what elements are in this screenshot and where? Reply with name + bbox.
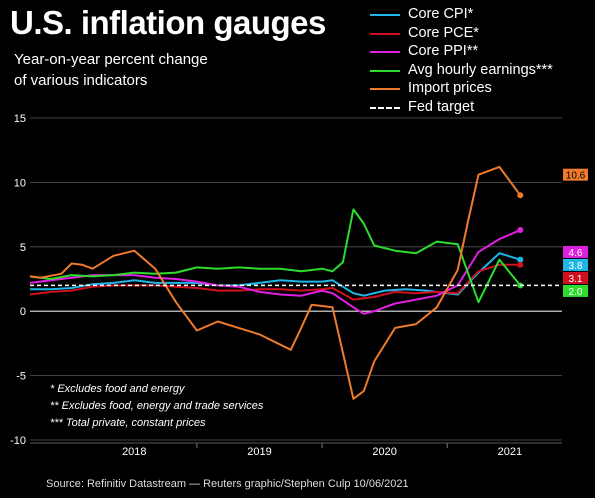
y-tick-label: 0 xyxy=(20,306,26,318)
legend-item-4: Import prices xyxy=(370,79,553,98)
chart-legend: Core CPI* Core PCE* Core PPI** Avg hourly e… xyxy=(370,5,553,116)
end-label-box xyxy=(563,168,588,181)
series-end-dot-4 xyxy=(517,192,524,199)
legend-swatch xyxy=(370,32,400,35)
legend-label: Import prices xyxy=(408,80,492,96)
end-label-1: 3.1 xyxy=(563,271,588,285)
series-line-4 xyxy=(29,165,522,400)
subtitle-line-1: Year-on-year percent change xyxy=(14,51,208,68)
legend-swatch xyxy=(370,51,400,53)
x-tick-label: 2018 xyxy=(122,446,146,458)
end-label-box xyxy=(563,271,588,284)
legend-item-1: Core PCE* xyxy=(370,24,553,43)
legend-label: Core CPI* xyxy=(408,6,474,22)
legend-swatch xyxy=(370,106,400,109)
end-label-0: 3.8 xyxy=(563,258,588,272)
legend-item-0: Core CPI* xyxy=(370,5,553,24)
legend-label: Avg hourly earnings*** xyxy=(408,61,553,78)
x-tick-label: 2020 xyxy=(372,446,396,458)
chart-title: U.S. inflation gauges xyxy=(10,4,326,41)
series-end-dot-2 xyxy=(517,227,524,234)
end-label-box xyxy=(563,258,588,271)
legend-item-2: Core PPI** xyxy=(370,42,553,61)
end-label-text: 3.8 xyxy=(569,261,583,272)
legend-swatch xyxy=(370,88,400,90)
chart-subtitle: Year-on-year percent change of various i… xyxy=(14,49,264,91)
end-label-3: 2.0 xyxy=(563,284,588,298)
legend-swatch xyxy=(370,14,400,16)
subtitle-line-2: of various indicators xyxy=(14,72,148,89)
series-line-3 xyxy=(29,208,522,304)
end-label-box xyxy=(563,245,588,258)
legend-swatch xyxy=(370,69,400,72)
footnote-3: *** Total private, constant prices xyxy=(50,417,206,429)
end-label-text: 10.6 xyxy=(566,171,586,182)
series-line-1 xyxy=(29,263,521,301)
legend-label: Core PCE* xyxy=(408,24,479,41)
footnote-1: * Excludes food and energy xyxy=(50,383,185,395)
end-label-4: 10.6 xyxy=(563,168,588,182)
y-tick-label: -5 xyxy=(16,371,26,383)
x-tick-label: 2021 xyxy=(498,446,522,458)
end-label-text: 3.1 xyxy=(569,274,583,285)
legend-label: Core PPI** xyxy=(408,43,479,59)
legend-label: Fed target xyxy=(408,98,475,115)
end-label-2: 4.6 xyxy=(563,245,588,259)
end-label-text: 2.0 xyxy=(569,287,583,298)
y-tick-label: -10 xyxy=(10,435,26,447)
y-tick-label: 10 xyxy=(14,177,26,189)
source-credit: Source: Refinitiv Datastream — Reuters g… xyxy=(46,478,409,490)
y-tick-label: 15 xyxy=(14,113,26,125)
end-label-text: 4.6 xyxy=(569,248,583,259)
footnote-2: ** Excludes food, energy and trade servi… xyxy=(50,400,264,412)
end-label-box xyxy=(563,284,588,297)
legend-item-3: Avg hourly earnings*** xyxy=(370,61,553,80)
series-end-dot-1 xyxy=(517,261,524,268)
y-tick-label: 5 xyxy=(20,242,26,254)
legend-item-5: Fed target xyxy=(370,98,553,117)
series-end-dot-0 xyxy=(517,256,524,263)
footnotes: * Excludes food and energy ** Excludes f… xyxy=(50,381,263,432)
x-tick-label: 2019 xyxy=(247,446,271,458)
